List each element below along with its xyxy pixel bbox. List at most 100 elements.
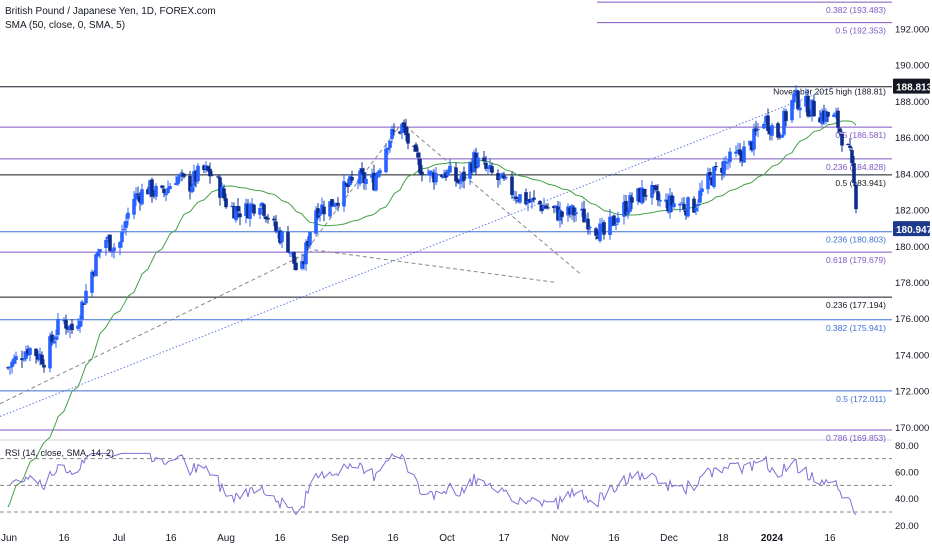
candle-body	[624, 200, 628, 215]
candle-body	[766, 115, 770, 131]
candle	[202, 164, 206, 174]
candle	[808, 109, 812, 118]
level-label: November 2015 high (188.81)	[773, 87, 886, 97]
level-label: 0.236 (180.803)	[826, 235, 886, 245]
candle-body	[168, 186, 172, 190]
candle-body	[710, 177, 714, 186]
candle-body	[68, 325, 72, 330]
candle	[726, 158, 730, 170]
candle-body	[426, 174, 430, 176]
candle-body	[810, 99, 814, 115]
candle	[476, 151, 480, 169]
candle-body	[318, 212, 322, 216]
candle	[358, 167, 362, 187]
candle	[532, 190, 536, 203]
candle-body	[416, 152, 420, 158]
candle	[524, 188, 528, 206]
candle-body	[308, 232, 312, 246]
candle-body	[678, 203, 682, 206]
candle	[216, 174, 220, 179]
candle-body	[568, 207, 572, 215]
candle-body	[598, 223, 602, 241]
candle	[126, 207, 130, 226]
candle-body	[94, 254, 98, 277]
candle	[24, 345, 28, 362]
candle-body	[138, 195, 142, 203]
candle	[504, 176, 508, 181]
candle	[124, 214, 128, 236]
candle	[398, 130, 402, 135]
candle-body	[196, 165, 200, 182]
candle-body	[692, 198, 696, 213]
candle-body	[224, 198, 228, 208]
candle	[112, 243, 116, 259]
candle	[462, 166, 466, 189]
candle	[626, 207, 630, 219]
candle	[218, 174, 222, 206]
candle-body	[174, 183, 178, 186]
candle	[222, 184, 226, 201]
candle	[390, 125, 394, 144]
candle-body	[510, 176, 514, 195]
candle-body	[442, 174, 446, 179]
candle	[838, 127, 842, 136]
candle-body	[178, 174, 182, 177]
candle-body	[840, 134, 844, 146]
candle	[616, 211, 620, 225]
candle-body	[736, 150, 740, 152]
candle	[824, 108, 828, 125]
price-tick-label: 178.000	[895, 278, 929, 289]
candle	[22, 351, 26, 362]
candle-body	[392, 130, 396, 132]
candle-body	[728, 151, 732, 162]
candle	[482, 151, 486, 165]
candle-body	[558, 209, 562, 221]
candle-body	[854, 185, 858, 210]
candle-body	[650, 185, 654, 198]
candle-body	[546, 207, 550, 209]
candle-body	[98, 249, 102, 253]
candle-body	[570, 205, 574, 214]
x-tick-label: Sep	[331, 533, 349, 544]
candle	[318, 210, 322, 222]
candle-body	[150, 179, 154, 197]
x-tick-label: 16	[387, 533, 399, 544]
candle-body	[694, 207, 698, 211]
candle	[706, 167, 710, 194]
candle	[138, 191, 142, 211]
candle	[684, 209, 688, 220]
candle-body	[428, 171, 432, 176]
candle	[768, 126, 772, 141]
candle	[66, 326, 70, 333]
candle	[670, 192, 674, 213]
symbol-title: British Pound / Japanese Yen, 1D, FOREX.…	[5, 6, 216, 17]
candle	[98, 249, 102, 259]
candle	[272, 215, 276, 227]
candle-body	[790, 100, 794, 121]
candle-body	[106, 236, 110, 240]
candle-body	[160, 185, 164, 188]
candle-body	[530, 198, 534, 202]
candle	[404, 118, 408, 141]
x-tick-label: 16	[58, 533, 70, 544]
candle-body	[136, 193, 140, 196]
candle-body	[484, 162, 488, 169]
candle-body	[734, 151, 738, 154]
candle-body	[328, 201, 332, 217]
candle-body	[600, 223, 604, 225]
candle-body	[238, 213, 242, 218]
candle-body	[846, 144, 850, 146]
candle	[570, 204, 574, 220]
candle-body	[76, 325, 80, 329]
candle	[402, 119, 406, 133]
candle	[80, 299, 84, 327]
candle	[120, 224, 124, 248]
rsi-indicator-label: RSI (14, close, SMA, 14, 2)	[5, 448, 115, 458]
candle	[738, 143, 742, 163]
candle	[234, 206, 238, 223]
candle	[588, 225, 592, 235]
candle-body	[738, 149, 742, 156]
candle	[230, 202, 234, 208]
candle-body	[390, 129, 394, 139]
